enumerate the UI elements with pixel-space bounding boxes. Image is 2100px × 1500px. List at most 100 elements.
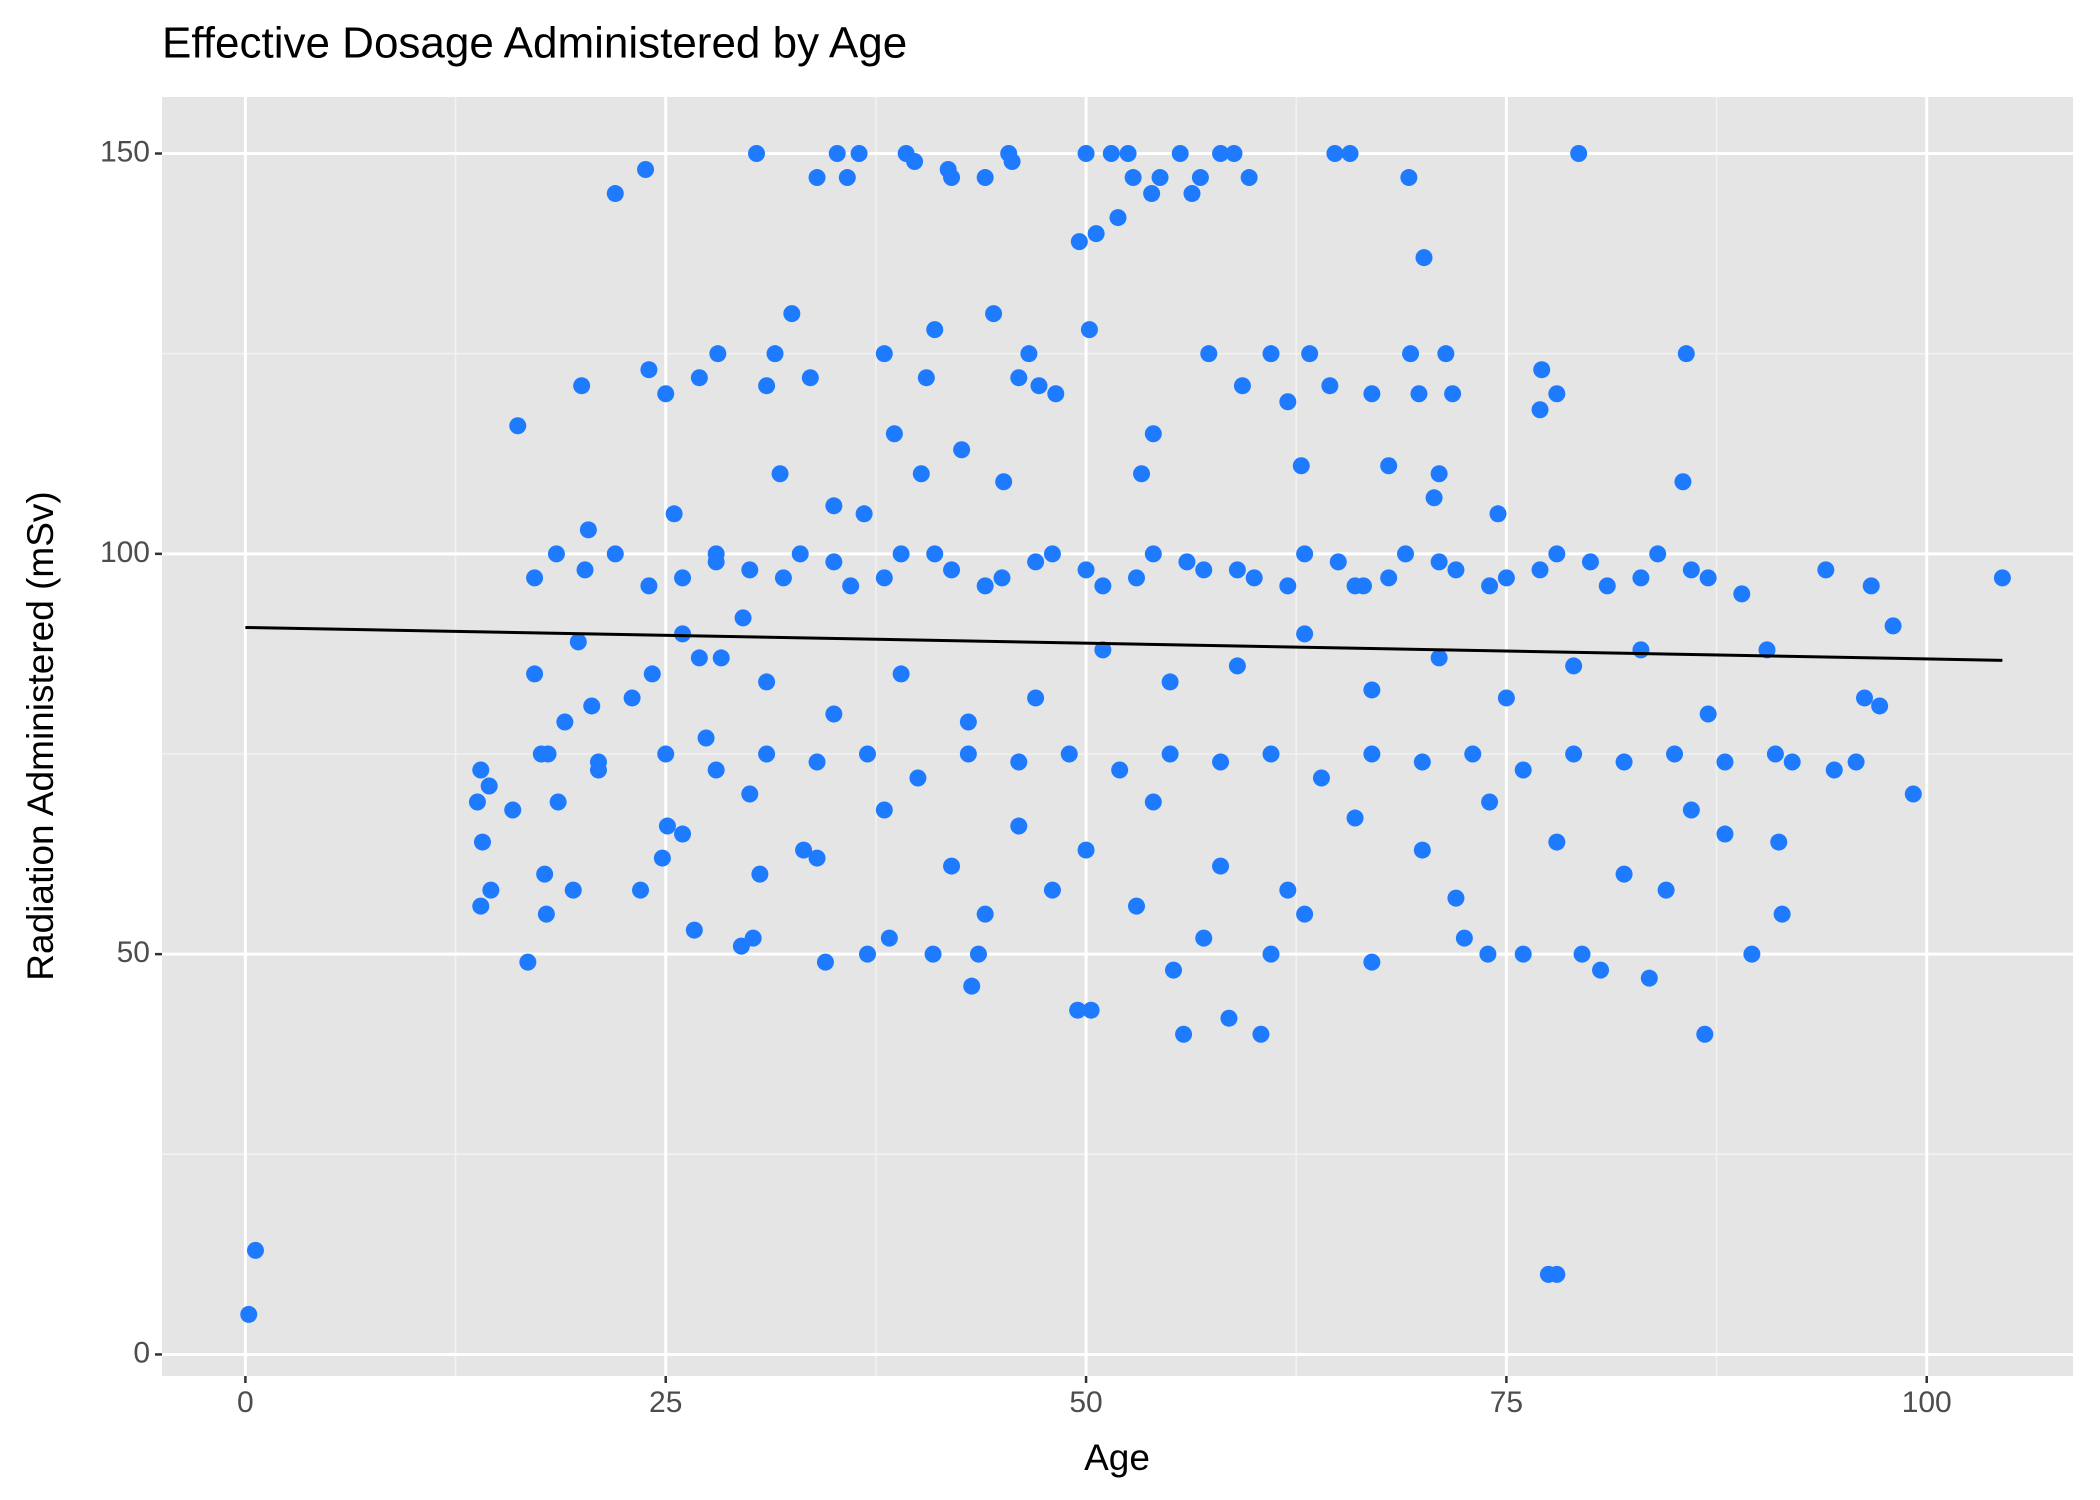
point (1548, 1265, 1566, 1283)
point (1479, 945, 1497, 963)
point (1497, 569, 1515, 587)
point (1292, 457, 1310, 475)
point (1733, 585, 1751, 603)
point (1111, 761, 1129, 779)
point (1178, 553, 1196, 571)
point (1677, 345, 1695, 363)
point (1884, 617, 1902, 635)
point (519, 953, 537, 971)
point (1060, 745, 1078, 763)
point (825, 705, 843, 723)
x-axis-title: Age (1084, 1437, 1150, 1478)
point (240, 1305, 258, 1323)
point (246, 1241, 264, 1259)
point (766, 345, 784, 363)
point (1770, 833, 1788, 851)
point (709, 345, 727, 363)
point (1175, 1025, 1193, 1043)
point (1183, 185, 1201, 203)
point (771, 465, 789, 483)
point (1144, 425, 1162, 443)
point (1699, 569, 1717, 587)
point (1615, 865, 1633, 883)
point (685, 921, 703, 939)
point (1027, 689, 1045, 707)
point (1437, 345, 1455, 363)
point (1430, 465, 1448, 483)
point (1212, 857, 1230, 875)
point (963, 977, 981, 995)
point (526, 569, 544, 587)
point (547, 545, 565, 563)
point (1195, 561, 1213, 579)
point (1489, 505, 1507, 523)
point (801, 369, 819, 387)
point (1766, 745, 1784, 763)
point (959, 713, 977, 731)
y-tick-label: 50 (117, 936, 150, 969)
point (1030, 377, 1048, 395)
point (1164, 961, 1182, 979)
point (1430, 649, 1448, 667)
point (1716, 753, 1734, 771)
point (943, 857, 961, 875)
point (1363, 681, 1381, 699)
point (1481, 793, 1499, 811)
point (741, 785, 759, 803)
point (564, 881, 582, 899)
point (537, 905, 555, 923)
point (1514, 761, 1532, 779)
point (1716, 825, 1734, 843)
point (1151, 169, 1169, 187)
point (1565, 745, 1583, 763)
point (1296, 545, 1314, 563)
point (1402, 345, 1420, 363)
point (1279, 577, 1297, 595)
point (1548, 833, 1566, 851)
point (912, 465, 930, 483)
point (1245, 569, 1263, 587)
point (943, 169, 961, 187)
point (1212, 145, 1230, 163)
point (606, 545, 624, 563)
point (632, 881, 650, 899)
point (976, 577, 994, 595)
point (791, 545, 809, 563)
point (1077, 561, 1095, 579)
point (1632, 569, 1650, 587)
point (1464, 745, 1482, 763)
point (1871, 697, 1889, 715)
point (576, 561, 594, 579)
point (1862, 577, 1880, 595)
point (1279, 393, 1297, 411)
point (1380, 569, 1398, 587)
point (536, 865, 554, 883)
point (504, 801, 522, 819)
point (758, 377, 776, 395)
point (1497, 689, 1515, 707)
point (640, 361, 658, 379)
point (1682, 801, 1700, 819)
point (1425, 489, 1443, 507)
point (1346, 577, 1364, 595)
point (549, 793, 567, 811)
point (674, 625, 692, 643)
point (480, 777, 498, 795)
point (758, 673, 776, 691)
point (1228, 657, 1246, 675)
point (1743, 945, 1761, 963)
point (1657, 881, 1675, 899)
point (1225, 145, 1243, 163)
point (1047, 385, 1065, 403)
point (653, 849, 671, 867)
point (583, 697, 601, 715)
point (816, 953, 834, 971)
point (712, 649, 730, 667)
point (623, 689, 641, 707)
point (1397, 545, 1415, 563)
point (926, 321, 944, 339)
point (707, 553, 725, 571)
point (1220, 1009, 1238, 1027)
point (858, 945, 876, 963)
point (1094, 577, 1112, 595)
